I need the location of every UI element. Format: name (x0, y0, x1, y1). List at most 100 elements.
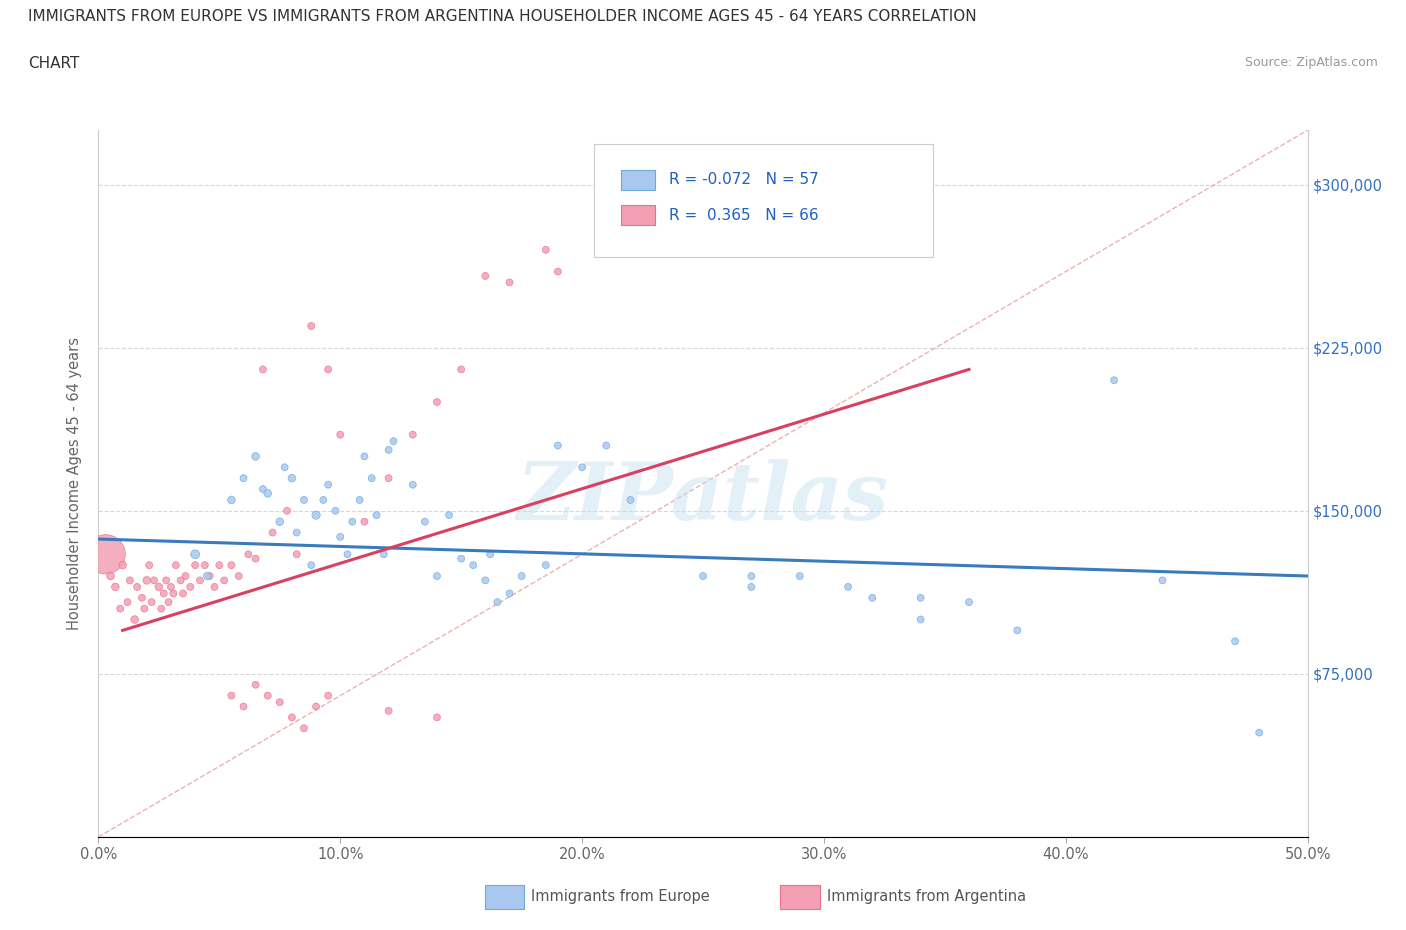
Point (111, 558, 134, 573)
Point (281, 471, 304, 485)
Point (450, 551, 472, 566)
Point (426, 394, 449, 409)
Point (238, 547, 260, 562)
Point (740, 579, 762, 594)
Point (165, 558, 187, 573)
Point (221, 493, 243, 508)
Text: Immigrants from Europe: Immigrants from Europe (531, 889, 710, 904)
Point (127, 579, 149, 594)
Point (256, 486, 278, 501)
Point (188, 573, 211, 588)
Point (228, 568, 250, 583)
Point (595, 438, 617, 453)
Point (860, 591, 883, 605)
Point (152, 586, 174, 601)
Point (486, 594, 509, 609)
Point (276, 503, 298, 518)
Point (349, 493, 371, 508)
Point (160, 579, 183, 594)
Point (305, 508, 328, 523)
Point (232, 699, 254, 714)
Point (336, 547, 359, 562)
Point (316, 688, 339, 703)
Point (534, 558, 557, 573)
Point (329, 529, 352, 544)
Point (208, 558, 231, 573)
Point (141, 594, 163, 609)
Point (212, 573, 235, 588)
Point (157, 594, 180, 609)
Point (256, 688, 278, 703)
Point (534, 243, 557, 258)
Point (194, 558, 217, 573)
Point (360, 471, 382, 485)
Point (262, 525, 284, 540)
Point (1223, 634, 1246, 649)
Point (148, 579, 170, 594)
Point (285, 525, 308, 540)
Text: CHART: CHART (28, 56, 80, 71)
Point (292, 493, 315, 508)
Point (292, 721, 315, 736)
Point (169, 573, 191, 588)
Point (450, 362, 472, 377)
Point (221, 688, 243, 703)
Point (373, 547, 395, 562)
Point (104, 579, 127, 594)
Point (463, 558, 485, 573)
Point (245, 677, 267, 692)
Point (143, 573, 166, 588)
Point (285, 547, 308, 562)
Point (325, 503, 347, 518)
Point (281, 710, 304, 724)
Point (221, 558, 243, 573)
Y-axis label: Householder Income Ages 45 - 64 years: Householder Income Ages 45 - 64 years (67, 337, 83, 631)
Point (245, 449, 267, 464)
Point (1007, 623, 1029, 638)
Point (353, 514, 375, 529)
Point (172, 586, 194, 601)
Point (155, 573, 177, 588)
Point (174, 568, 197, 583)
Point (547, 438, 569, 453)
Point (426, 568, 449, 583)
Text: ZIPatlas: ZIPatlas (517, 459, 889, 537)
Text: Source: ZipAtlas.com: Source: ZipAtlas.com (1244, 56, 1378, 69)
Point (184, 547, 207, 562)
Point (150, 601, 173, 616)
Point (108, 601, 131, 616)
Point (184, 558, 207, 573)
Point (474, 573, 496, 588)
Point (366, 508, 388, 523)
Point (316, 362, 339, 377)
Point (377, 471, 399, 485)
FancyBboxPatch shape (595, 144, 932, 258)
Point (312, 493, 335, 508)
Point (692, 568, 714, 583)
Point (619, 493, 641, 508)
FancyBboxPatch shape (621, 170, 655, 190)
Point (100, 568, 122, 583)
Point (342, 514, 364, 529)
Point (131, 591, 153, 605)
Point (957, 594, 980, 609)
Point (316, 477, 339, 492)
Point (299, 558, 322, 573)
Point (198, 568, 221, 583)
FancyBboxPatch shape (621, 206, 655, 225)
Point (789, 568, 811, 583)
Point (740, 568, 762, 583)
Point (377, 703, 399, 718)
Text: R = -0.072   N = 57: R = -0.072 N = 57 (669, 172, 818, 187)
Point (269, 695, 291, 710)
Point (134, 601, 156, 616)
Point (162, 586, 184, 601)
Point (402, 427, 425, 442)
Point (1102, 373, 1125, 388)
Point (117, 594, 139, 609)
Point (910, 612, 932, 627)
Point (138, 558, 160, 573)
Text: IMMIGRANTS FROM EUROPE VS IMMIGRANTS FROM ARGENTINA HOUSEHOLDER INCOME AGES 45 -: IMMIGRANTS FROM EUROPE VS IMMIGRANTS FRO… (28, 9, 977, 24)
Point (571, 459, 593, 474)
Point (329, 427, 352, 442)
